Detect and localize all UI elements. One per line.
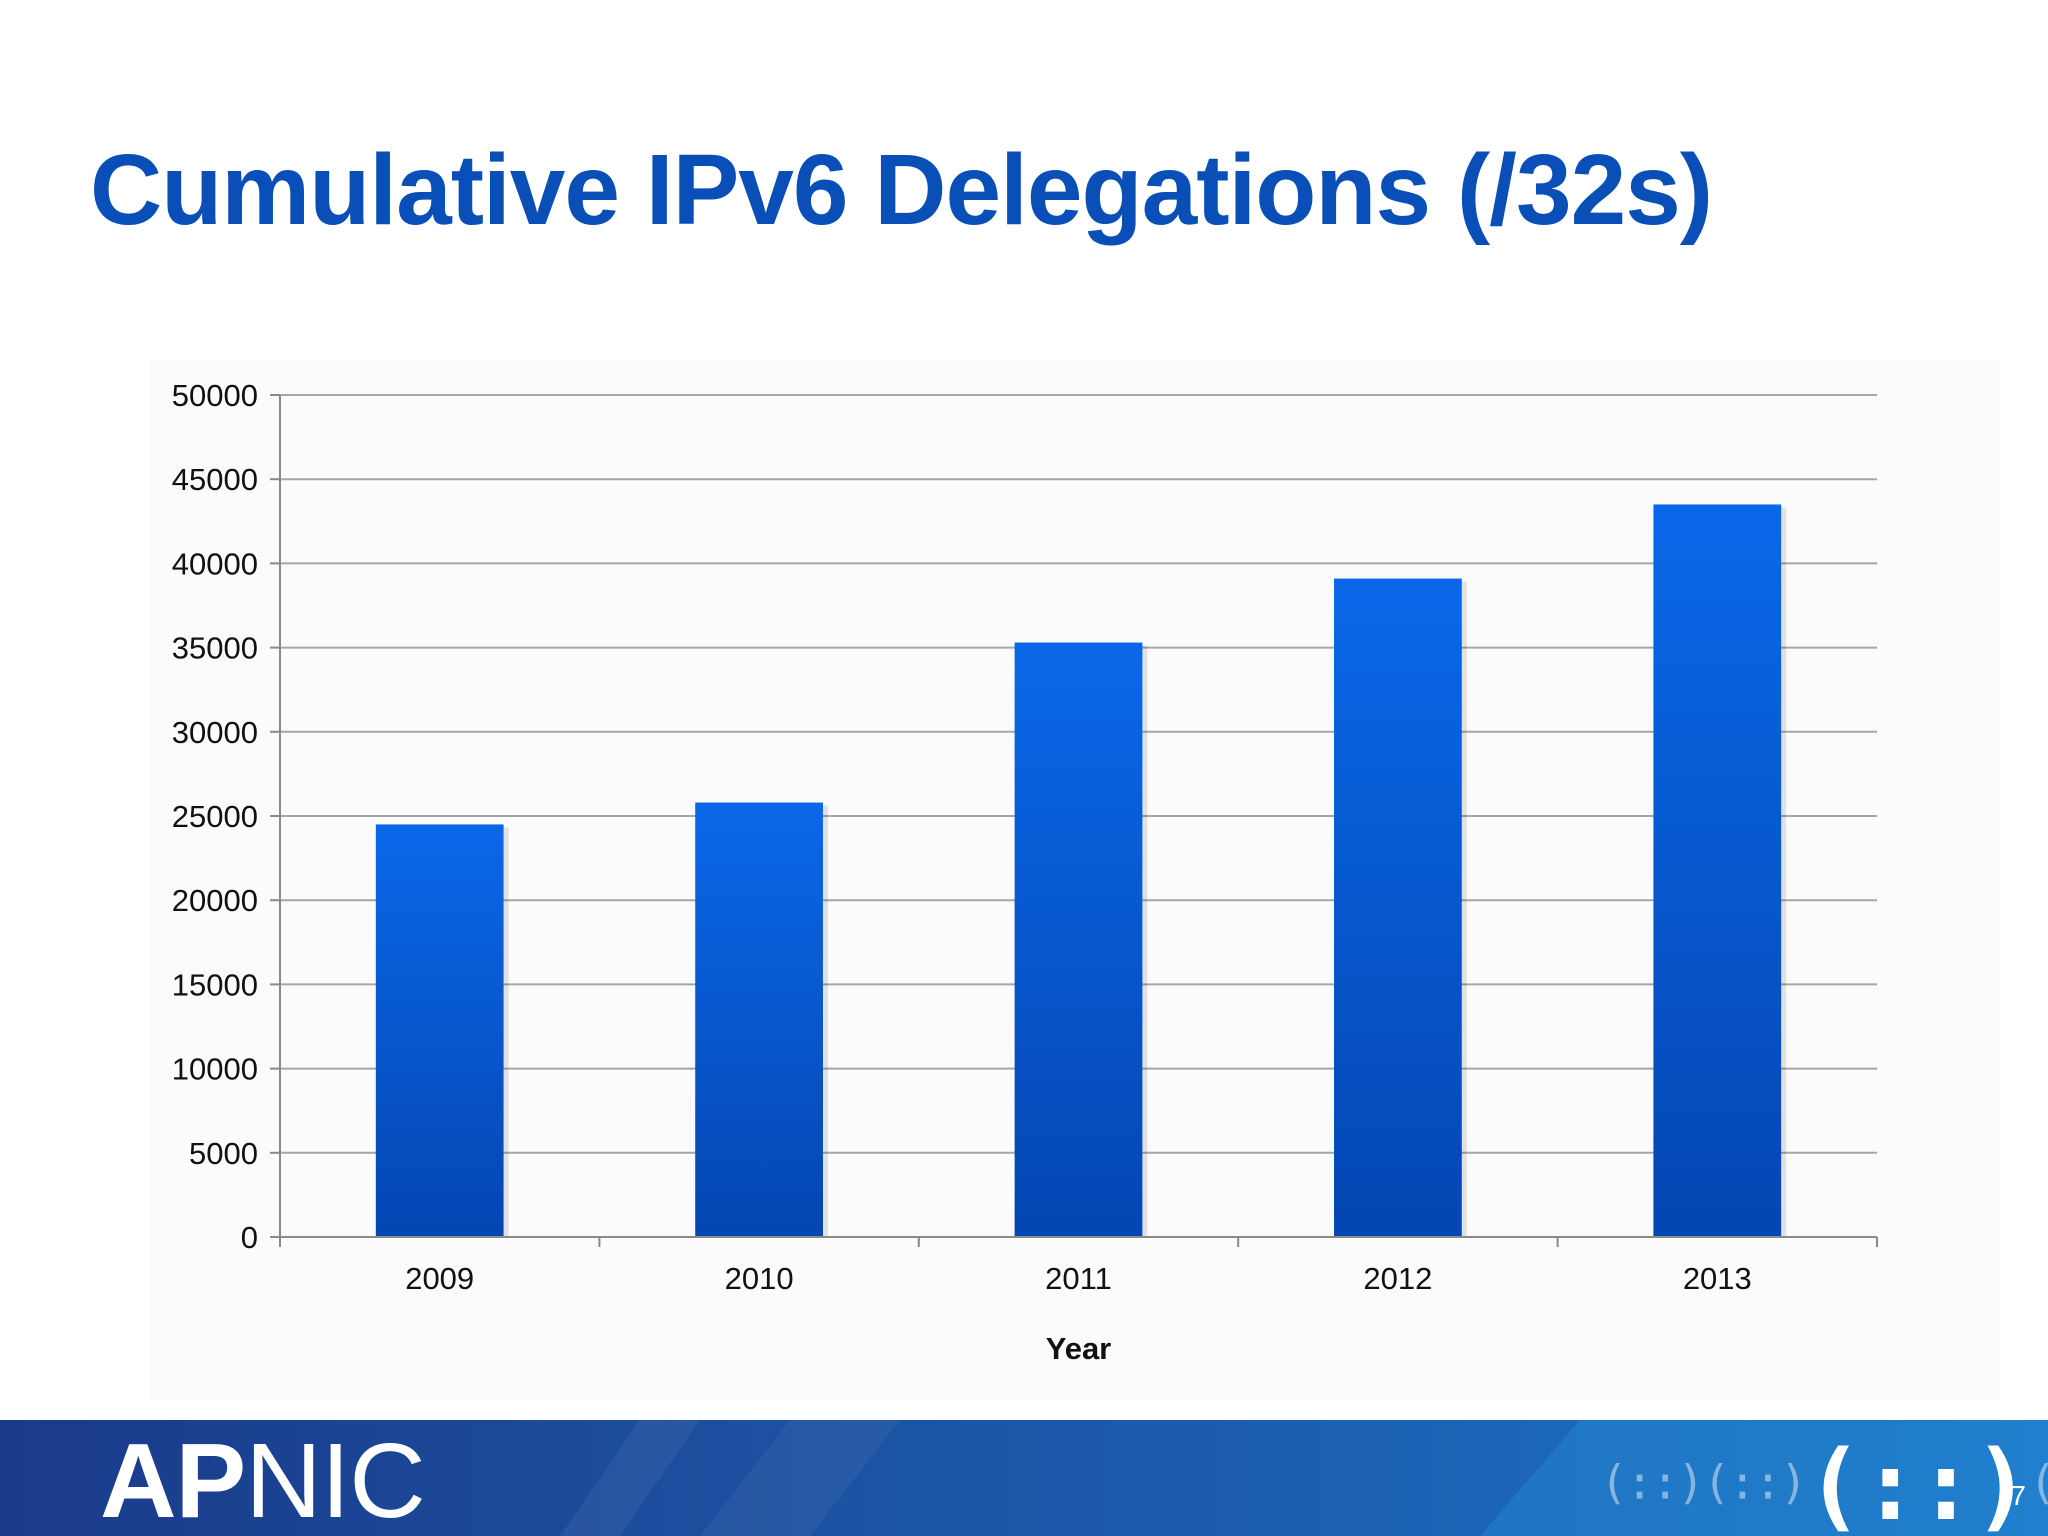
axes bbox=[270, 394, 1878, 1247]
y-tick-label: 25000 bbox=[172, 799, 258, 834]
y-tick-label: 15000 bbox=[172, 967, 258, 1002]
bar-chart: 0 5000 10000 15000 20000 25000 30000 35000 40000… bbox=[172, 378, 1878, 1366]
slide-title: Cumulative IPv6 Delegations (/32s) bbox=[90, 134, 1713, 246]
bar-2013 bbox=[1653, 504, 1782, 1237]
bar-2012 bbox=[1334, 578, 1462, 1237]
x-tick-label: 2012 bbox=[1363, 1261, 1432, 1296]
page-number: 7 bbox=[2010, 1480, 2026, 1511]
bar-2010 bbox=[695, 802, 823, 1237]
x-axis-title: Year bbox=[1046, 1331, 1112, 1366]
bar-2009 bbox=[375, 824, 504, 1237]
bar-2011 bbox=[1014, 642, 1143, 1237]
y-tick-label: 0 bbox=[241, 1220, 258, 1255]
x-tick-label: 2011 bbox=[1045, 1261, 1112, 1296]
y-tick-label: 10000 bbox=[172, 1052, 258, 1087]
y-tick-label: 50000 bbox=[172, 378, 258, 413]
axis-labels: 0 5000 10000 15000 20000 25000 30000 35000 40000… bbox=[172, 378, 1752, 1366]
y-tick-label: 45000 bbox=[172, 462, 258, 497]
x-tick-label: 2009 bbox=[405, 1261, 474, 1296]
footer-background bbox=[0, 1420, 2048, 1536]
footer-banner: APNIC (::)(::)(::)(::)(::)(::) 7 bbox=[0, 1420, 2048, 1536]
y-tick-label: 20000 bbox=[172, 883, 258, 918]
y-tick-label: 35000 bbox=[172, 631, 258, 666]
apnic-logo: APNIC bbox=[100, 1422, 426, 1536]
bars bbox=[375, 504, 1787, 1237]
x-tick-label: 2010 bbox=[725, 1261, 794, 1296]
chart-area: 0 5000 10000 15000 20000 25000 30000 35000 40000… bbox=[150, 360, 2000, 1400]
y-tick-label: 40000 bbox=[172, 546, 258, 581]
y-tick-label: 5000 bbox=[189, 1136, 258, 1171]
y-tick-label: 30000 bbox=[172, 715, 258, 750]
brand-mark-icon: (::)(::)(::)(::)(::)(::) bbox=[1600, 1430, 2048, 1536]
x-tick-label: 2013 bbox=[1683, 1261, 1752, 1296]
